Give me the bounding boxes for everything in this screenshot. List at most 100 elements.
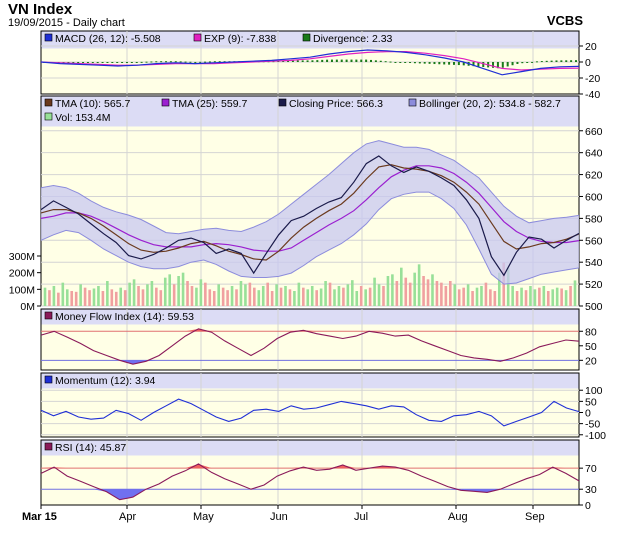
macd-line [40,49,580,76]
volume-bar [377,284,381,306]
macd-divergence-bar [106,62,109,63]
bollinger-lower-line [40,191,580,285]
volume-bar [284,286,287,306]
momentum-line [40,398,580,427]
volume-bar [239,281,243,306]
volume-bar [435,281,439,306]
mfi-legend-band [41,309,579,325]
volume-bar [244,284,247,306]
closing-price-line [40,155,580,277]
macd-legend-swatch [193,33,202,42]
volume-bar [270,291,274,306]
volume-bar [471,291,474,306]
volume-bar [306,289,310,306]
bollinger-upper-line [40,140,580,235]
volume-bar [106,281,109,306]
macd-divergence-bar [374,60,377,62]
volume-bar [346,284,350,306]
price-tick-label: 540 [585,257,603,269]
macd-legend-label: MACD (26, 12): -5.508 [55,33,161,45]
macd-divergence-bar [150,61,153,63]
volume-bar [480,286,483,306]
macd-divergence-bar [82,62,85,63]
tma25-line [40,165,580,252]
volume-bar [351,280,354,306]
volume-bar [248,282,252,306]
price-tick-label: 560 [585,235,603,247]
macd-divergence-bar [501,62,504,68]
volume-bar [475,287,479,306]
volume-bar [462,287,465,306]
macd-divergence-bar [160,61,163,63]
price-tick-label: 500 [585,301,603,313]
macd-divergence-bar [384,61,387,63]
price-legend-label: TMA (10): 565.7 [55,98,130,110]
momentum-legend-label: Momentum (12): 3.94 [55,375,156,387]
macd-divergence-bar [291,60,294,62]
price-tick-label: 620 [585,170,603,182]
price-legend-label: Closing Price: 566.3 [289,98,383,110]
rsi-tick-label: 30 [585,484,597,496]
volume-bar [391,274,394,306]
volume-bar [457,289,461,306]
macd-divergence-bar [360,59,363,62]
volume-bar [310,286,314,306]
rsi-tick-label: 0 [585,500,591,512]
price-tick-label: 640 [585,148,603,160]
macd-divergence-bar [179,61,182,63]
rsi-oversold-fill [93,489,501,500]
macd-tick-label: -40 [585,89,600,101]
macd-divergence-bar [404,62,407,63]
macd-divergence-bar [194,61,197,63]
volume-bar [168,274,172,306]
volume-tick-label: 300M [9,251,35,263]
macd-divergence-bar [394,61,397,63]
macd-divergence-bar [496,62,499,69]
macd-divergence-bar [208,61,211,63]
rsi-legend-band [41,440,579,456]
macd-divergence-bar [116,62,119,63]
macd-divergence-bar [350,59,353,62]
macd-divergence-bar [535,61,538,63]
volume-bar [83,287,87,306]
macd-tick-label: -20 [585,73,600,85]
rsi-legend-label: RSI (14): 45.87 [55,442,126,454]
macd-divergence-bar [340,59,343,62]
macd-divergence-bar [457,62,460,66]
volume-bar [546,291,550,306]
volume-bar [364,289,367,306]
volume-tick-label: 100M [9,284,35,296]
volume-bar [253,287,256,306]
volume-bar [65,289,69,306]
volume-bar [493,291,497,306]
macd-divergence-bar [423,62,426,64]
macd-divergence-bar [155,61,158,63]
rsi-tick-label: 70 [585,463,597,475]
volume-bar [404,277,408,306]
x-tick-label: Mar 15 [22,511,57,523]
volume-bar [43,287,47,306]
macd-divergence-bar [169,61,172,63]
volume-bar [235,289,238,306]
chart-subtitle: 19/09/2015 - Daily chart [8,17,125,29]
volume-bar [511,286,514,306]
macd-legend-swatch [302,33,311,42]
volume-bar [506,267,510,306]
volume-bar [181,272,185,306]
price-legend-swatch [161,98,170,107]
x-tick-label: May [193,511,214,523]
macd-divergence-bar [550,60,553,62]
volume-bar [542,286,546,306]
macd-divergence-bar [282,60,285,62]
volume-bar [257,290,261,306]
macd-divergence-bar [72,62,75,63]
volume-bar [302,287,305,306]
macd-divergence-bar [477,62,480,67]
volume-bar [355,291,359,306]
macd-divergence-bar [555,60,558,62]
volume-bar [137,286,140,306]
momentum-tick-label: 0 [585,408,591,420]
volume-bar [386,276,390,306]
macd-divergence-bar [111,62,114,63]
